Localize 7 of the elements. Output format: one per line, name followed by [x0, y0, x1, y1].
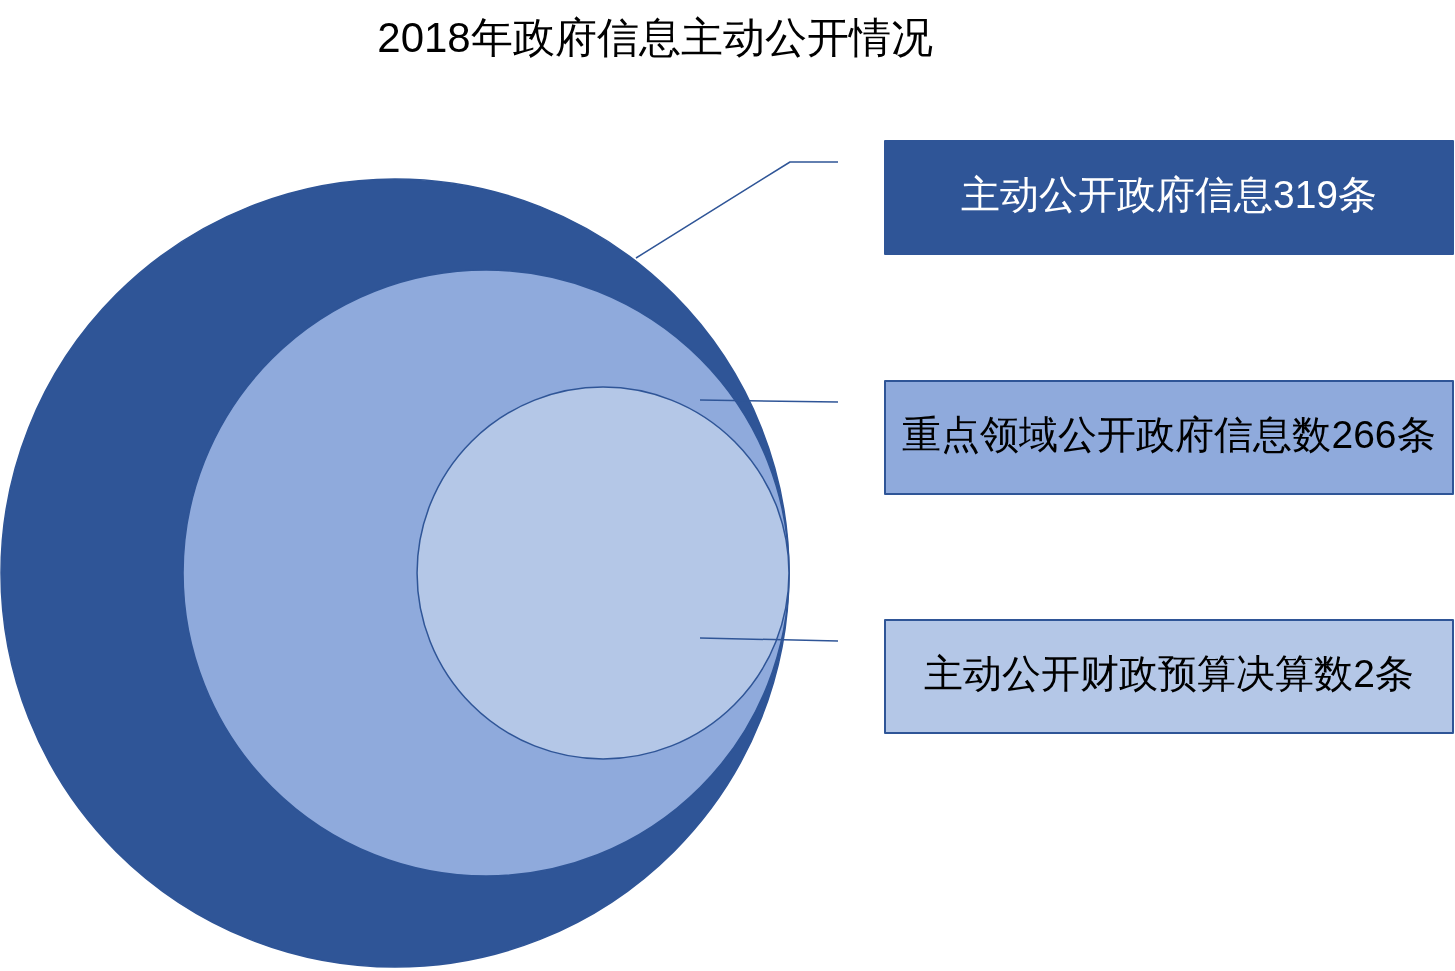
data-label: 319条 [1272, 173, 1378, 217]
category-label: 重点领域公开政府信息数 [902, 413, 1332, 457]
data-label: 266条 [1331, 413, 1436, 457]
category-label: 主动公开财政预算决算数 [924, 652, 1354, 696]
category-label: 主动公开政府信息 [960, 173, 1273, 217]
data-label: 2条 [1353, 652, 1414, 696]
text: 2018年政府信息主动公开情况 [377, 13, 933, 61]
